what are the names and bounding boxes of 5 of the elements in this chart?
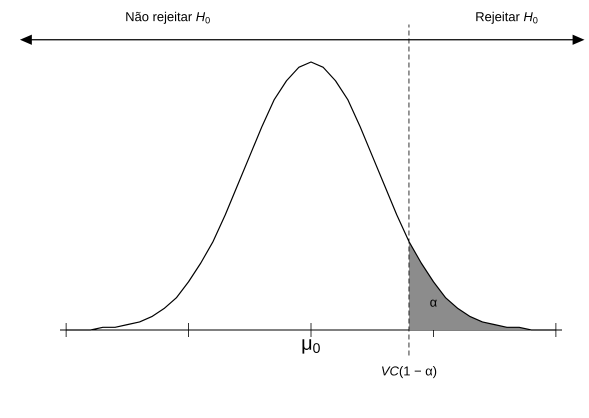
annotation: α (430, 300, 437, 307)
text: Rejeitar H$_{0}$ (476, 12, 538, 24)
text: VC(1 − α) (382, 366, 436, 378)
text: μ$_{0}$ (302, 339, 320, 354)
text: Não rejeitar H$_{0}$ (126, 12, 210, 24)
